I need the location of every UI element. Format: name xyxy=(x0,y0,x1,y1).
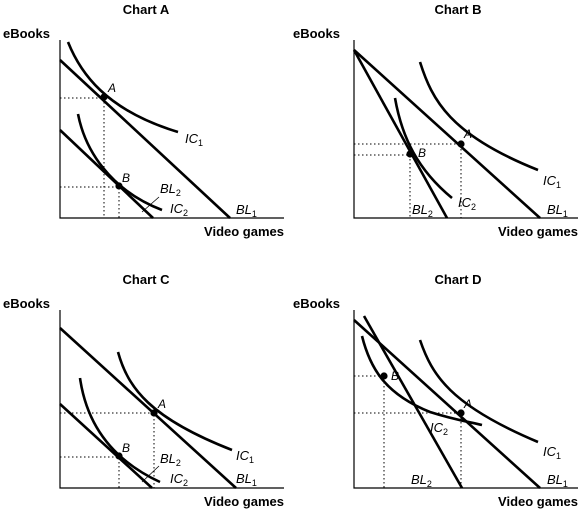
chart-d-point-b xyxy=(380,372,388,380)
chart-c-point-a-guides xyxy=(60,412,155,488)
chart-a-ic2-label: IC2 xyxy=(170,201,188,218)
chart-d-ic1-label: IC1 xyxy=(543,444,561,461)
chart-a-bl2-pointer xyxy=(141,196,160,213)
chart-c-point-b-label: B xyxy=(122,441,130,455)
chart-d-x-axis-label: Video games xyxy=(498,494,578,509)
chart-d-point-a xyxy=(457,409,465,417)
chart-a-y-axis-label: eBooks xyxy=(3,26,50,41)
chart-b-point-b-label: B xyxy=(418,146,426,160)
chart-c-axes xyxy=(59,310,284,489)
chart-d-bl1-label: BL1 xyxy=(547,472,568,489)
chart-b-point-b xyxy=(406,150,414,158)
chart-a-point-a xyxy=(100,93,108,101)
chart-b-indifference-curve-2 xyxy=(393,97,453,200)
chart-b-point-a-label: A xyxy=(463,127,472,141)
chart-c-y-axis-label: eBooks xyxy=(3,296,50,311)
chart-b-x-axis-label: Video games xyxy=(498,224,578,239)
chart-d: Chart D eBooks Video games A B IC2 IC1 B… xyxy=(293,272,578,509)
chart-c-x-axis-label: Video games xyxy=(204,494,284,509)
chart-d-budget-line-2 xyxy=(362,315,464,489)
chart-c-point-a-label: A xyxy=(157,397,166,411)
chart-a-point-a-label: A xyxy=(107,81,116,95)
chart-a: Chart A eBooks Video games A B IC1 BL2 I… xyxy=(3,2,284,239)
chart-d-title: Chart D xyxy=(435,272,482,287)
chart-a-point-b-label: B xyxy=(122,171,130,185)
chart-c-point-a xyxy=(150,409,158,417)
chart-b-point-a-guides xyxy=(354,143,462,218)
chart-b-axes xyxy=(353,40,578,219)
chart-c-indifference-curve-1 xyxy=(116,351,233,452)
chart-c-title: Chart C xyxy=(123,272,171,287)
chart-a-ic1-label: IC1 xyxy=(185,131,203,148)
chart-b-ic2-label: IC2 xyxy=(458,195,476,212)
chart-a-point-b-guides xyxy=(60,186,120,218)
chart-b-title: Chart B xyxy=(435,2,482,17)
chart-c-indifference-curve-2 xyxy=(78,377,161,484)
chart-a-indifference-curve-2 xyxy=(76,113,163,212)
chart-c-ic2-label: IC2 xyxy=(170,471,188,488)
chart-b-budget-line-1 xyxy=(353,49,541,219)
chart-b-y-axis-label: eBooks xyxy=(293,26,340,41)
chart-a-title: Chart A xyxy=(123,2,170,17)
chart-d-point-b-guides xyxy=(354,375,385,488)
chart-b-bl2-label: BL2 xyxy=(412,202,433,219)
chart-d-point-a-guides xyxy=(354,412,462,488)
chart-d-point-b-label: B xyxy=(391,369,399,383)
chart-a-indifference-curve-1 xyxy=(66,41,179,134)
chart-a-budget-line-1 xyxy=(59,59,231,219)
chart-c-bl2-pointer xyxy=(141,465,160,483)
chart-b-point-b-guides xyxy=(354,154,411,218)
chart-b-point-a xyxy=(457,140,465,148)
chart-d-point-a-label: A xyxy=(463,397,472,411)
chart-d-bl2-label: BL2 xyxy=(411,472,432,489)
chart-c: Chart C eBooks Video games A B IC1 BL2 I… xyxy=(3,272,284,509)
chart-c-budget-line-2 xyxy=(59,403,153,489)
chart-b-bl1-label: BL1 xyxy=(547,202,568,219)
chart-d-ic2-label: IC2 xyxy=(430,420,448,437)
chart-d-axes xyxy=(353,310,578,489)
chart-b-budget-line-2 xyxy=(352,49,449,219)
chart-a-bl1-label: BL1 xyxy=(236,202,257,219)
chart-a-x-axis-label: Video games xyxy=(204,224,284,239)
chart-d-budget-line-1 xyxy=(353,319,541,489)
chart-b: Chart B eBooks Video games A B IC1 IC2 B… xyxy=(293,2,578,239)
chart-c-point-b-guides xyxy=(60,456,120,488)
chart-a-axes xyxy=(59,40,284,219)
chart-b-ic1-label: IC1 xyxy=(543,173,561,190)
chart-c-bl2-label: BL2 xyxy=(160,451,181,468)
chart-c-ic1-label: IC1 xyxy=(236,448,254,465)
chart-d-indifference-curve-2 xyxy=(360,335,483,427)
chart-a-point-b xyxy=(115,182,123,190)
chart-c-bl1-label: BL1 xyxy=(236,471,257,488)
chart-a-bl2-label: BL2 xyxy=(160,181,181,198)
chart-b-indifference-curve-1 xyxy=(418,61,539,172)
chart-d-indifference-curve-1 xyxy=(418,339,539,444)
chart-c-point-b xyxy=(115,452,123,460)
chart-c-budget-line-1 xyxy=(59,327,237,489)
chart-d-y-axis-label: eBooks xyxy=(293,296,340,311)
